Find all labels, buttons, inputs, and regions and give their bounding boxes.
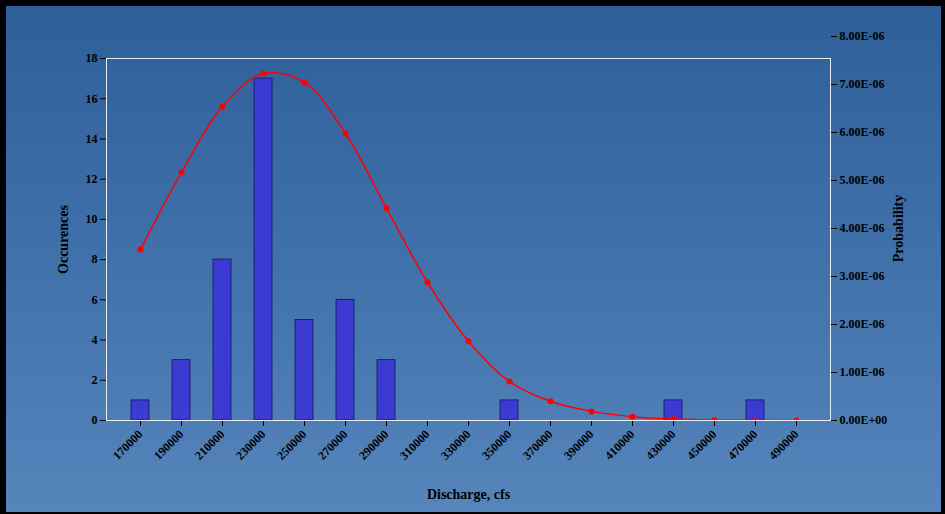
svg-text:14: 14 — [86, 132, 98, 146]
svg-text:10: 10 — [86, 212, 98, 226]
svg-text:250000: 250000 — [274, 427, 309, 462]
svg-text:470000: 470000 — [725, 427, 760, 462]
svg-text:430000: 430000 — [643, 427, 678, 462]
svg-text:1.00E-06: 1.00E-06 — [840, 365, 885, 379]
svg-text:2: 2 — [92, 373, 98, 387]
svg-text:350000: 350000 — [479, 427, 514, 462]
svg-text:0.00E+00: 0.00E+00 — [840, 413, 888, 427]
svg-text:390000: 390000 — [561, 427, 596, 462]
svg-text:170000: 170000 — [110, 427, 145, 462]
svg-text:290000: 290000 — [356, 427, 391, 462]
svg-text:Occurences: Occurences — [56, 204, 71, 273]
svg-text:370000: 370000 — [520, 427, 555, 462]
svg-text:330000: 330000 — [438, 427, 473, 462]
svg-text:310000: 310000 — [397, 427, 432, 462]
svg-text:4.00E-06: 4.00E-06 — [840, 221, 885, 235]
svg-text:230000: 230000 — [233, 427, 268, 462]
svg-text:210000: 210000 — [192, 427, 227, 462]
svg-text:0: 0 — [92, 413, 98, 427]
svg-text:4: 4 — [92, 333, 98, 347]
svg-text:8.00E-06: 8.00E-06 — [840, 29, 885, 43]
svg-text:6.00E-06: 6.00E-06 — [840, 125, 885, 139]
svg-text:3.00E-06: 3.00E-06 — [840, 269, 885, 283]
svg-text:5.00E-06: 5.00E-06 — [840, 173, 885, 187]
svg-text:16: 16 — [86, 92, 98, 106]
svg-text:270000: 270000 — [315, 427, 350, 462]
svg-text:410000: 410000 — [602, 427, 637, 462]
svg-text:450000: 450000 — [684, 427, 719, 462]
svg-text:Discharge, cfs: Discharge, cfs — [427, 487, 511, 502]
svg-text:Probability: Probability — [891, 195, 906, 262]
svg-text:12: 12 — [86, 172, 98, 186]
svg-text:6: 6 — [92, 293, 98, 307]
svg-text:18: 18 — [86, 51, 98, 65]
svg-text:490000: 490000 — [766, 427, 801, 462]
svg-text:190000: 190000 — [151, 427, 186, 462]
svg-text:2.00E-06: 2.00E-06 — [840, 317, 885, 331]
svg-text:7.00E-06: 7.00E-06 — [840, 77, 885, 91]
svg-text:8: 8 — [92, 252, 98, 266]
